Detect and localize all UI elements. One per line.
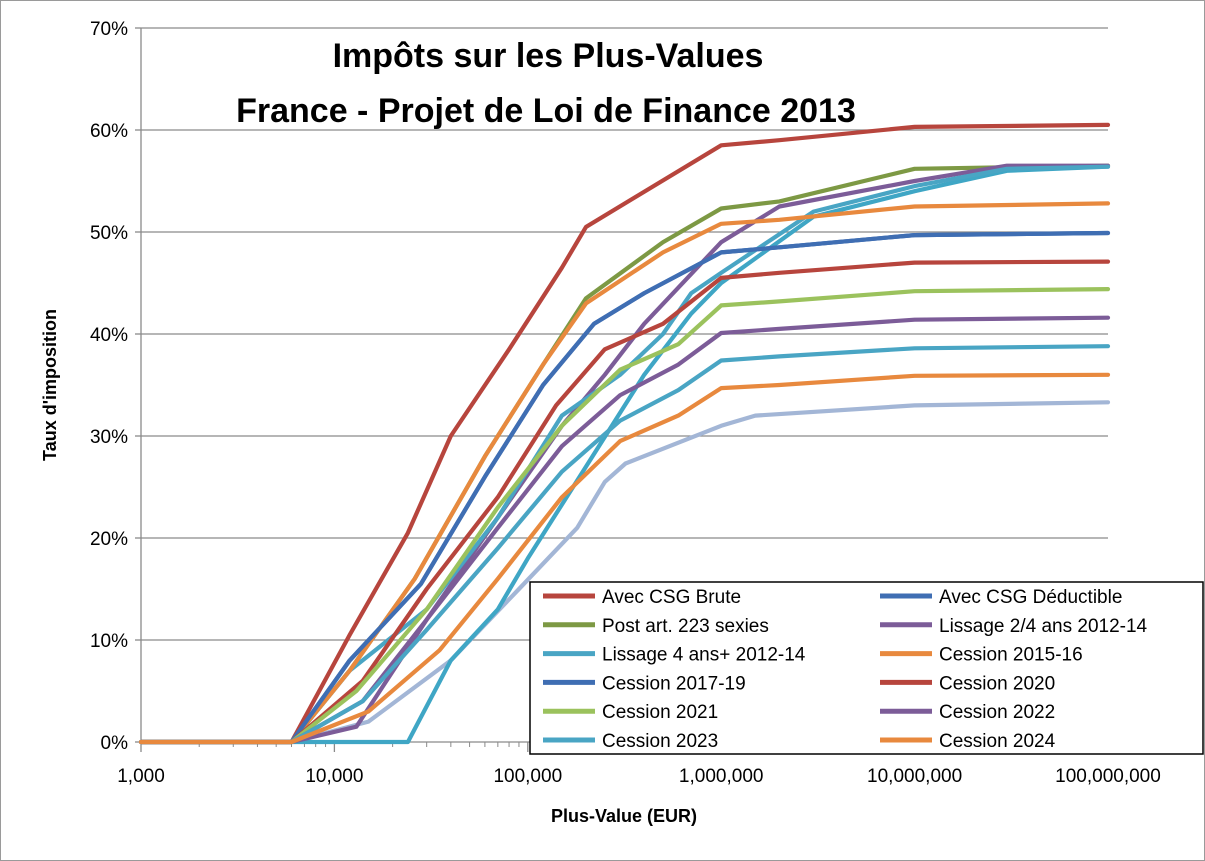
y-tick-label: 60% [90, 121, 128, 142]
legend-label: Cession 2023 [602, 731, 718, 752]
y-tick-label: 0% [101, 733, 129, 754]
series-line-lissage-2-4-ans-2012-14 [138, 163, 1111, 745]
grid-lines [141, 27, 1108, 641]
x-axis-title: Plus-Value (EUR) [551, 806, 697, 826]
legend-box [529, 581, 1204, 755]
legend-label: Cession 2022 [939, 702, 1055, 723]
legend-label: Avec CSG Brute [602, 587, 741, 608]
y-tick-label: 20% [90, 529, 128, 550]
series-line-cession-2024 [138, 372, 1111, 745]
series-line-cession-2021 [138, 287, 1111, 745]
series-line-lissage-4-ans-2012-14 [138, 164, 1111, 745]
x-tick-label: 10,000,000 [867, 766, 962, 787]
legend-label: Lissage 2/4 ans 2012-14 [939, 616, 1148, 637]
y-tick-label: 30% [90, 427, 128, 448]
series-line-unlabelled-13 [138, 164, 1111, 745]
x-tick-label: 1,000,000 [679, 766, 764, 787]
x-tick-label: 100,000 [493, 766, 562, 787]
series-line-cession-2020 [138, 259, 1111, 745]
y-tick-label: 40% [90, 325, 128, 346]
legend-label: Cession 2017-19 [602, 673, 746, 694]
legend-label: Cession 2020 [939, 673, 1055, 694]
legend: Avec CSG Brute Avec CSG Déductible Post ar… [529, 581, 1204, 755]
legend-label: Cession 2021 [602, 702, 718, 723]
series-line-avec-csg-brute [138, 122, 1111, 745]
series-line-cession-2015-16 [138, 201, 1111, 745]
legend-label: Cession 2015-16 [939, 645, 1083, 666]
series-lines [138, 122, 1111, 745]
y-tick-label: 10% [90, 631, 128, 652]
chart-title-line-1: Impôts sur les Plus-Values [333, 37, 764, 75]
x-tick-label: 10,000 [305, 766, 363, 787]
legend-label: Post art. 223 sexies [602, 616, 769, 637]
y-axis-title: Taux d'imposition [40, 309, 60, 461]
x-tick-label: 1,000 [117, 766, 165, 787]
legend-label: Cession 2024 [939, 731, 1056, 752]
legend-label: Avec CSG Déductible [939, 587, 1122, 608]
series-line-cession-2017-19 [138, 230, 1111, 745]
x-tick-label: 100,000,000 [1055, 766, 1161, 787]
y-tick-label: 50% [90, 223, 128, 244]
y-tick-label: 70% [90, 19, 128, 40]
legend-label: Lissage 4 ans+ 2012-14 [602, 645, 806, 666]
chart-title-line-2: France - Projet de Loi de Finance 2013 [236, 92, 856, 130]
series-line-cession-2023 [138, 344, 1111, 745]
